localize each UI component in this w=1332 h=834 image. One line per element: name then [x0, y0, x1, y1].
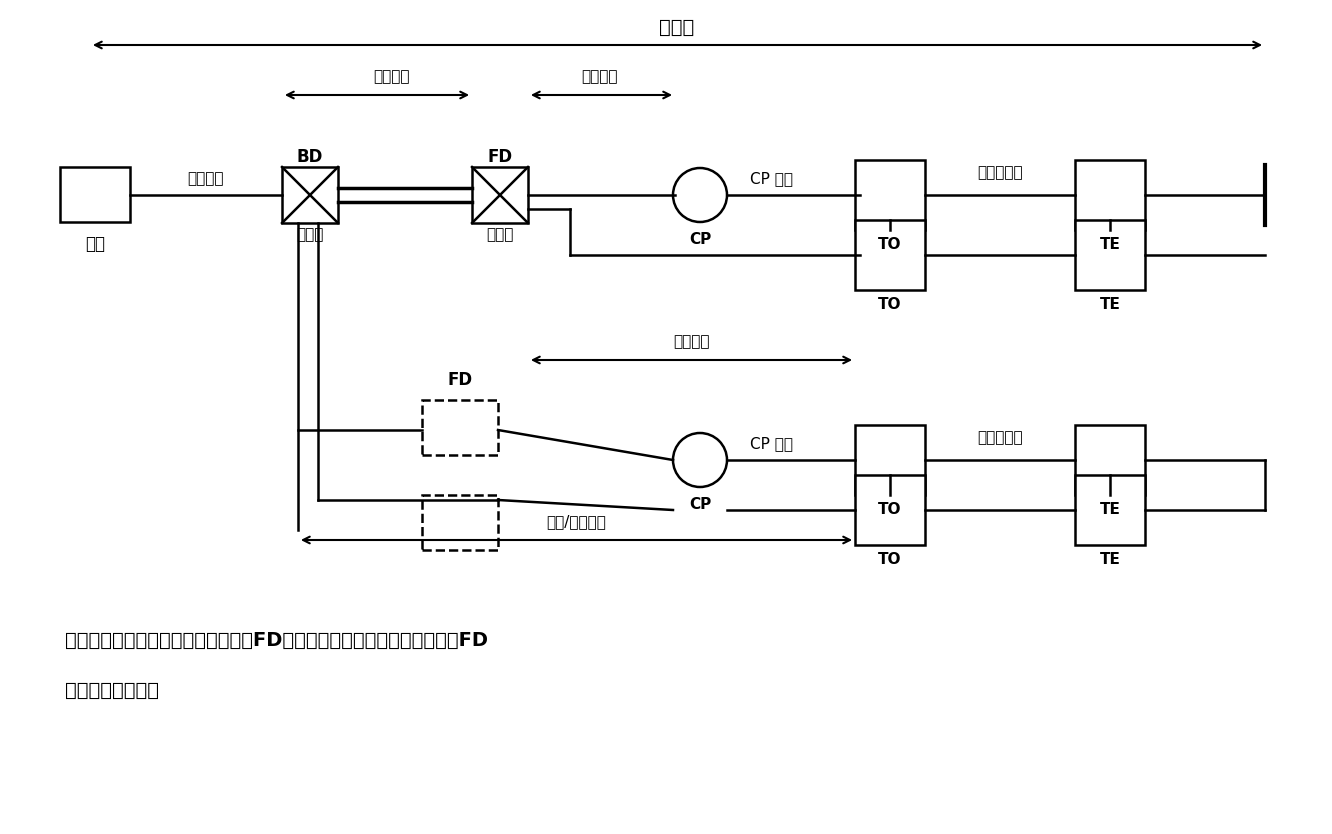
- Text: FD: FD: [488, 148, 513, 166]
- Text: 光跳线: 光跳线: [296, 228, 324, 243]
- Text: 工作区光缆: 工作区光缆: [978, 165, 1023, 180]
- Text: CP: CP: [689, 496, 711, 511]
- Text: CP 光缆: CP 光缆: [750, 172, 793, 187]
- Text: 光纤信道构成（光缆经过楼层配线间FD光跳线连接或光缆经过楼层配线间FD: 光纤信道构成（光缆经过楼层配线间FD光跳线连接或光缆经过楼层配线间FD: [65, 631, 488, 650]
- Bar: [855, 425, 924, 495]
- Text: CP: CP: [689, 232, 711, 247]
- Bar: [60, 167, 131, 222]
- Circle shape: [673, 168, 727, 222]
- Text: 主干光缆: 主干光缆: [373, 69, 409, 84]
- Bar: [422, 400, 498, 455]
- Bar: [1075, 475, 1146, 545]
- Text: TO: TO: [878, 237, 902, 252]
- Bar: [282, 167, 338, 223]
- Text: 水平光缆: 水平光缆: [673, 334, 709, 349]
- Bar: [855, 160, 924, 230]
- Text: TE: TE: [1099, 297, 1120, 312]
- Text: 水平光缆: 水平光缆: [582, 69, 618, 84]
- Bar: [472, 167, 527, 223]
- Bar: [1075, 220, 1146, 290]
- Text: 光跳线: 光跳线: [486, 228, 514, 243]
- Text: TO: TO: [878, 551, 902, 566]
- Text: 设备光缆: 设备光缆: [188, 172, 224, 187]
- Bar: [855, 220, 924, 290]
- Text: TO: TO: [878, 297, 902, 312]
- Text: 直接连至设备间）: 直接连至设备间）: [65, 681, 159, 700]
- Text: 工作区光缆: 工作区光缆: [978, 430, 1023, 445]
- Text: 光信道: 光信道: [659, 18, 694, 37]
- Bar: [422, 495, 498, 550]
- Text: 设备: 设备: [85, 235, 105, 253]
- Circle shape: [673, 433, 727, 487]
- Text: TO: TO: [878, 501, 902, 516]
- Bar: [855, 475, 924, 545]
- Text: TE: TE: [1099, 501, 1120, 516]
- Bar: [1075, 425, 1146, 495]
- Text: TE: TE: [1099, 237, 1120, 252]
- Text: BD: BD: [297, 148, 324, 166]
- Text: 主干/水平光缆: 主干/水平光缆: [546, 515, 606, 530]
- Text: TE: TE: [1099, 551, 1120, 566]
- Text: FD: FD: [448, 371, 473, 389]
- Text: CP 光缆: CP 光缆: [750, 436, 793, 451]
- Bar: [1075, 160, 1146, 230]
